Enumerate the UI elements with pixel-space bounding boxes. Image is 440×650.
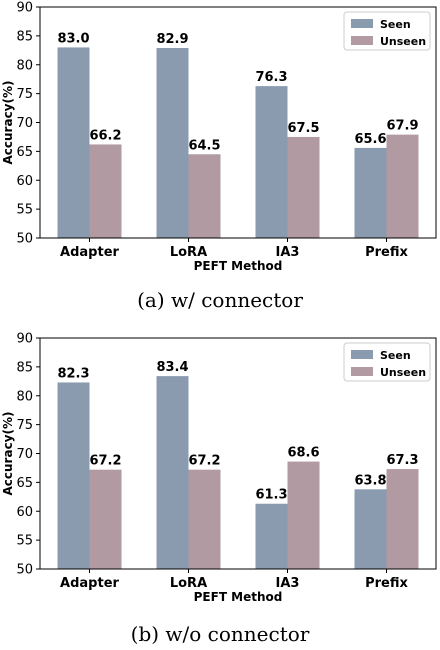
chart0-data-label: 66.2 [89, 128, 121, 143]
chart1-data-label: 68.6 [287, 446, 319, 461]
chart1-y-tick-label: 60 [16, 505, 33, 520]
chart1-legend-label-seen: Seen [380, 349, 411, 362]
caption-without-connector: (b) w/o connector [130, 622, 310, 646]
chart1-bar-seen-lora [156, 376, 189, 569]
chart1-x-axis-label: PEFT Method [194, 590, 283, 604]
chart1-x-tick-label: IA3 [276, 576, 300, 591]
chart0-y-axis-label: Accuracy(%) [1, 81, 15, 165]
chart0-y-tick-label: 80 [16, 58, 33, 73]
chart0-bar-unseen-adapter [89, 144, 122, 238]
chart1-y-tick-label: 70 [16, 447, 33, 462]
chart1-data-label: 67.3 [386, 453, 418, 468]
chart1-bar-unseen-ia3 [287, 461, 320, 569]
chart1-data-label: 82.3 [57, 366, 89, 381]
chart0-y-tick-label: 50 [16, 232, 33, 247]
chart1-y-tick-label: 75 [16, 418, 33, 433]
chart0-x-axis-label: PEFT Method [194, 259, 283, 273]
chart0-y-tick-label: 70 [16, 116, 33, 131]
chart1-legend-swatch-unseen [351, 367, 373, 376]
chart1-bar-seen-prefix [354, 489, 387, 569]
chart0-data-label: 67.5 [287, 121, 319, 136]
chart0-data-label: 67.9 [386, 119, 418, 134]
chart1-data-label: 63.8 [354, 473, 386, 488]
chart0-bar-seen-adapter [57, 47, 90, 238]
chart0-legend: Seen Unseen [343, 11, 431, 51]
chart1-data-label: 61.3 [255, 488, 287, 503]
chart0-y-tick-label: 55 [16, 203, 33, 218]
chart1-y-tick-label: 65 [16, 476, 33, 491]
chart0-y-tick-label: 75 [16, 87, 33, 102]
chart0-data-label: 83.0 [57, 31, 89, 46]
chart0-bar-unseen-prefix [386, 134, 419, 238]
chart1-x-tick-label: LoRA [170, 576, 207, 591]
caption-with-connector: (a) w/ connector [137, 288, 303, 312]
chart0-x-tick-label: IA3 [276, 245, 300, 260]
chart1-x-tick-label: Adapter [60, 576, 119, 591]
chart0-bar-seen-ia3 [255, 86, 288, 239]
chart1-legend-swatch-seen [351, 350, 373, 359]
chart0-legend-swatch-seen [351, 19, 373, 28]
chart0-bar-seen-lora [156, 48, 189, 238]
chart0-plot-frame [39, 6, 437, 239]
chart0-bar-unseen-ia3 [287, 136, 320, 238]
chart0-data-label: 82.9 [156, 32, 188, 47]
chart1-legend: Seen Unseen [343, 342, 431, 382]
chart1-bar-unseen-lora [188, 469, 221, 569]
chart0-data-label: 76.3 [255, 70, 287, 85]
chart1-bar-seen-ia3 [255, 503, 288, 569]
chart0-legend-label-unseen: Unseen [380, 35, 426, 48]
chart1-data-label: 67.2 [188, 454, 220, 469]
chart0-bar-unseen-lora [188, 154, 221, 238]
chart0-y-tick-label: 85 [16, 29, 33, 44]
chart1-bar-unseen-adapter [89, 469, 122, 569]
chart0-y-tick-label: 90 [16, 1, 33, 16]
chart1-legend-label-unseen: Unseen [380, 366, 426, 379]
chart1-y-tick-label: 55 [16, 534, 33, 549]
chart1-y-axis-label: Accuracy(%) [1, 412, 15, 496]
chart1-y-tick-label: 50 [16, 563, 33, 578]
chart1-data-label: 67.2 [89, 454, 121, 469]
chart1-plot-frame [39, 337, 437, 570]
chart0-x-tick-label: LoRA [170, 245, 207, 260]
chart1-y-tick-label: 80 [16, 389, 33, 404]
chart0-legend-swatch-unseen [351, 36, 373, 45]
chart0-x-tick-label: Adapter [60, 245, 119, 260]
chart0-x-tick-label: Prefix [365, 245, 408, 260]
chart1-bar-seen-adapter [57, 382, 90, 569]
chart1-y-tick-label: 85 [16, 360, 33, 375]
chart-without-connector: 50 55 60 65 70 75 80 85 90 82.3 67.2 Adapter 83.4 67.… [1, 332, 437, 604]
chart0-legend-label-seen: Seen [380, 18, 411, 31]
chart0-bar-seen-prefix [354, 147, 387, 238]
chart1-bar-unseen-prefix [386, 469, 419, 569]
chart0-data-label: 64.5 [188, 138, 220, 153]
chart0-data-label: 65.6 [354, 132, 386, 147]
chart-with-connector: 50 55 60 65 70 75 80 85 90 83.0 66.2 Adapter 82.9 64.… [1, 1, 437, 273]
chart1-x-tick-label: Prefix [365, 576, 408, 591]
chart1-y-tick-label: 90 [16, 332, 33, 347]
chart0-y-tick-label: 65 [16, 145, 33, 160]
chart1-data-label: 83.4 [156, 360, 188, 375]
chart0-y-tick-label: 60 [16, 174, 33, 189]
